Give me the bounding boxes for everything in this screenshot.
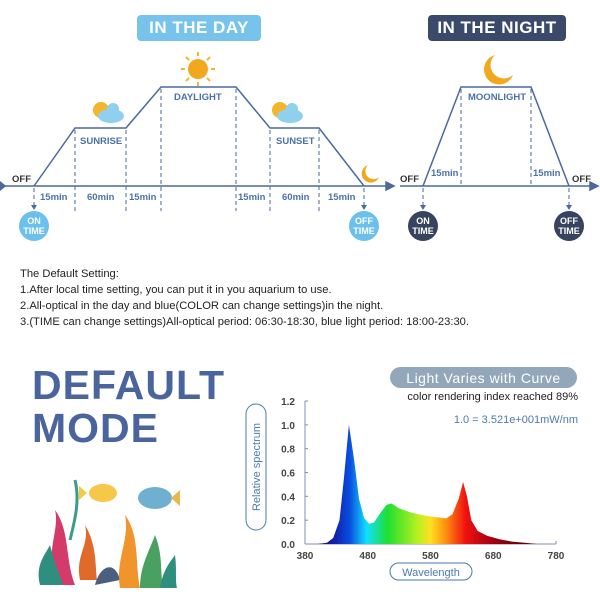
- cri-text: color rendering index reached 89%: [407, 391, 578, 403]
- duration-label: 15min: [533, 168, 561, 179]
- x-tick-label: 480: [359, 551, 376, 562]
- night-light-curve: [422, 86, 570, 187]
- svg-text:OFF: OFF: [560, 216, 578, 226]
- aquarium-plants-illustration: [38, 479, 180, 588]
- moonlight-label: MOONLIGHT: [468, 92, 526, 103]
- y-tick-label: 0.4: [281, 492, 295, 503]
- y-tick-label: 1.2: [281, 397, 295, 408]
- svg-text:Relative spectrum: Relative spectrum: [251, 423, 263, 511]
- night-off-label: OFF: [400, 174, 419, 185]
- svg-text:OFF: OFF: [355, 216, 373, 226]
- svg-text:TIME: TIME: [558, 226, 580, 236]
- duration-label: 15min: [431, 168, 459, 179]
- sunrise-label: SUNRISE: [80, 136, 122, 147]
- schedule-diagram: OFF SUNRISE DAYLIGHT SUNSET 15min 60min …: [0, 52, 600, 241]
- day-title-badge: IN THE DAY: [137, 15, 261, 41]
- y-axis-label: Relative spectrum: [245, 403, 267, 531]
- x-axis-label: Wavelength: [389, 562, 473, 581]
- duration-label: 15min: [328, 192, 356, 203]
- light-curve-badge: Light Varies with Curve: [390, 367, 577, 388]
- mode-title-line2: MODE: [32, 405, 159, 451]
- day-axis-arrow-icon: [385, 180, 396, 192]
- day-light-curve: [33, 86, 365, 187]
- x-tick-label: 680: [485, 551, 502, 562]
- svg-text:TIME: TIME: [353, 226, 375, 236]
- svg-text:Wavelength: Wavelength: [402, 567, 460, 579]
- duration-label: 15min: [238, 192, 266, 203]
- night-axis-arrow-icon: [589, 180, 600, 192]
- x-tick-label: 380: [297, 551, 314, 562]
- sun-icon: [181, 52, 215, 86]
- svg-text:ON: ON: [27, 216, 41, 226]
- moon-icon: [361, 165, 379, 183]
- mode-title-line1: DEFAULT: [32, 362, 226, 408]
- y-tick-label: 0.2: [281, 516, 295, 527]
- notes-line: 3.(TIME can change settings)All-optical …: [20, 316, 470, 328]
- sunset-label: SUNSET: [276, 136, 315, 147]
- daylight-label: DAYLIGHT: [174, 92, 222, 103]
- x-tick-label: 580: [422, 551, 439, 562]
- day-off-label: OFF: [12, 174, 31, 185]
- sun-cloud-icon: [272, 102, 303, 123]
- scale-text: 1.0 = 3.521e+001mW/nm: [453, 414, 578, 426]
- night-title-badge: IN THE NIGHT: [428, 15, 566, 41]
- svg-text:TIME: TIME: [23, 226, 45, 236]
- duration-label: 60min: [87, 192, 115, 203]
- svg-text:TIME: TIME: [412, 226, 434, 236]
- spectrum-area: [317, 424, 538, 544]
- y-tick-label: 0.0: [281, 540, 295, 551]
- svg-text:ON: ON: [416, 216, 430, 226]
- duration-label: 15min: [40, 192, 68, 203]
- duration-label: 15min: [129, 192, 157, 203]
- sun-cloud-icon: [93, 102, 124, 123]
- night-off-label: OFF: [572, 174, 591, 185]
- notes-heading: The Default Setting:: [20, 268, 119, 280]
- notes-line: 2.All-optical in the day and blue(COLOR …: [20, 300, 384, 312]
- y-tick-label: 0.6: [281, 469, 295, 480]
- notes-line: 1.After local time setting, you can put …: [20, 284, 332, 296]
- x-tick-label: 780: [548, 551, 565, 562]
- default-setting-notes: The Default Setting: 1.After local time …: [20, 266, 469, 330]
- y-tick-label: 0.8: [281, 445, 295, 456]
- y-tick-label: 1.0: [281, 421, 295, 432]
- moon-icon: [484, 55, 513, 85]
- duration-label: 60min: [282, 192, 310, 203]
